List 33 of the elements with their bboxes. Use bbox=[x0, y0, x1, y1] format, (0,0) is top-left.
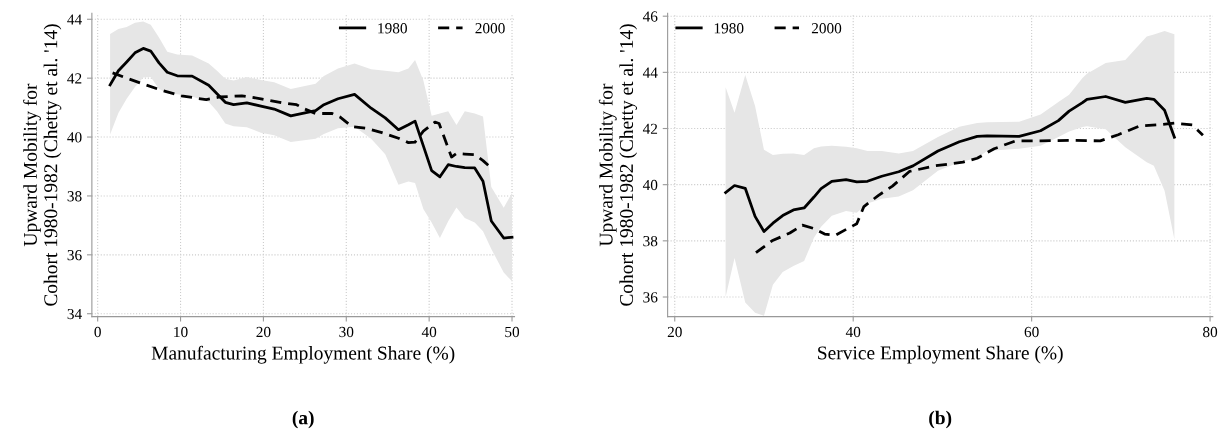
y-tick-label: 36 bbox=[643, 292, 658, 303]
y-tick-label: 40 bbox=[67, 132, 82, 143]
x-tick-label: 20 bbox=[256, 326, 271, 338]
legend-label: 2000 bbox=[475, 23, 505, 34]
y-axis-title: Upward Mobility for Cohort 1980-1982 (Chetty et al. '14) bbox=[23, 24, 62, 306]
y-tick-label: 34 bbox=[67, 308, 82, 320]
x-tick-label: 50 bbox=[505, 326, 520, 338]
legend-label: 1980 bbox=[378, 23, 407, 34]
x-tick-label: 40 bbox=[845, 326, 861, 338]
y-tick-label: 38 bbox=[67, 191, 82, 202]
y-tick-label: 46 bbox=[642, 11, 658, 22]
line-series bbox=[108, 47, 514, 240]
x-axis-title: Manufacturing Employment Share (%) bbox=[151, 345, 455, 364]
text: (a) bbox=[292, 410, 314, 429]
x-axis-title: Service Employment Share (%) bbox=[818, 345, 1063, 364]
x-tick-label: 0 bbox=[94, 326, 101, 338]
text: (b) bbox=[929, 410, 952, 429]
y-tick-label: 40 bbox=[642, 179, 658, 191]
x-tick-label: 40 bbox=[421, 326, 437, 338]
y-axis-title: Upward Mobility for Cohort 1980-1982 (Chetty et al. '14) bbox=[598, 24, 638, 306]
x-tick-label: 20 bbox=[667, 326, 682, 338]
y-tick-label: 42 bbox=[67, 73, 82, 84]
legend-label: 1980 bbox=[714, 23, 744, 34]
x-tick-label: 80 bbox=[1203, 326, 1218, 338]
y-tick-label: 44 bbox=[67, 14, 82, 25]
x-tick-label: 60 bbox=[1024, 326, 1039, 338]
x-tick-label: 30 bbox=[339, 326, 354, 338]
y-tick-label: 38 bbox=[643, 235, 658, 247]
legend-label: 2000 bbox=[811, 23, 842, 34]
y-tick-label: 42 bbox=[642, 123, 658, 134]
x-tick-label: 10 bbox=[174, 326, 188, 338]
y-tick-label: 36 bbox=[67, 250, 82, 261]
y-tick-label: 44 bbox=[642, 67, 658, 78]
